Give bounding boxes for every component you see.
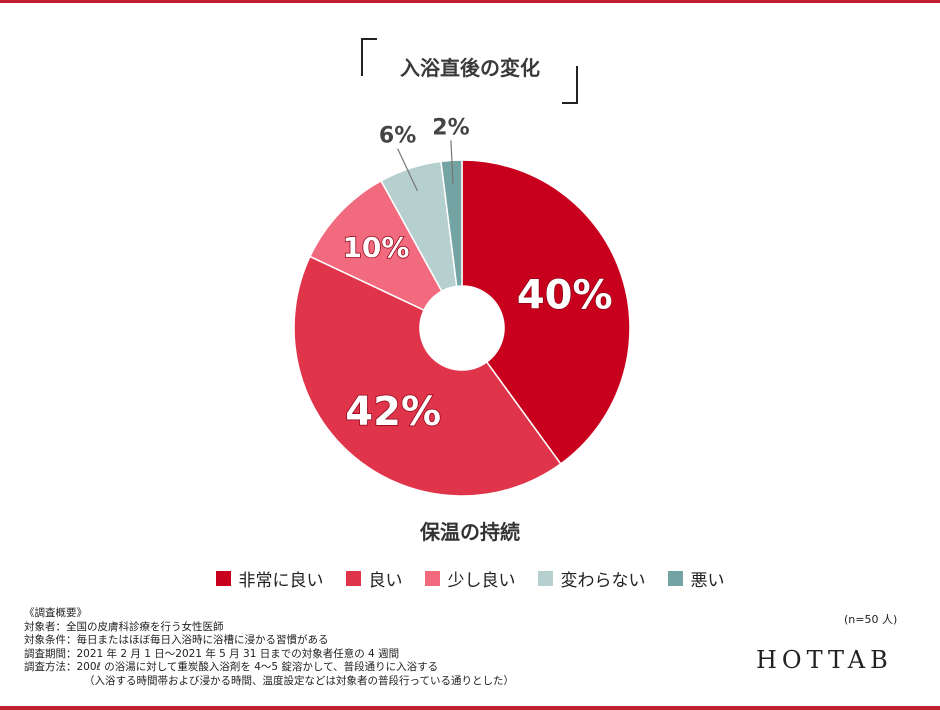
survey-summary: 《調査概要》 対象者：全国の皮膚科診療を行う女性医師 対象条件：毎日またはほぼ毎… <box>24 607 514 689</box>
legend-item-very-good: 非常に良い <box>215 566 324 591</box>
legend-label-good: 良い <box>368 571 403 591</box>
brand-logo: HOTTAB <box>756 646 893 674</box>
slice-slightly-good <box>308 179 443 312</box>
title-bracket-close <box>562 66 578 104</box>
legend-swatch-very-good <box>215 571 231 586</box>
legend-label-no-change: 変わらない <box>560 571 646 591</box>
leader-line-bad <box>450 140 454 185</box>
legend-label-very-good: 非常に良い <box>238 571 324 591</box>
survey-heading: 《調査概要》 <box>24 607 87 619</box>
slice-label-slightly-good: 10% <box>342 231 409 264</box>
legend-swatch-bad <box>667 571 683 586</box>
legend-item-no-change: 変わらない <box>537 566 646 591</box>
legend-item-good: 良い <box>345 566 403 591</box>
survey-line-method: 調査方法：200ℓ の浴湯に対して重炭酸入浴剤を 4〜5 錠溶かして、普段通りに… <box>24 661 439 674</box>
slice-label-bad: 2% <box>432 115 469 140</box>
survey-line-note: （入浴する時間帯および浸かる時間、温度設定などは対象者の普段行っている通りとした… <box>84 674 514 687</box>
legend-item-slightly-good: 少し良い <box>424 566 516 591</box>
legend-swatch-good <box>345 571 361 586</box>
legend-swatch-slightly-good <box>424 571 440 586</box>
chart-subtitle: 保温の持続 <box>420 520 520 544</box>
slice-bad <box>440 159 463 288</box>
bottom-border <box>0 706 940 710</box>
top-border <box>0 0 940 3</box>
slice-good <box>293 255 562 497</box>
donut-chart: 40% 42% 10% 6% 2% <box>293 115 631 497</box>
chart-title: 入浴直後の変化 <box>400 56 540 80</box>
legend-label-slightly-good: 少し良い <box>447 571 516 591</box>
survey-line-target: 対象者：全国の皮膚科診療を行う女性医師 <box>24 620 224 633</box>
legend-item-bad: 悪い <box>667 566 725 591</box>
slice-very-good <box>461 159 631 465</box>
slice-label-good: 42% <box>345 389 441 435</box>
survey-line-condition: 対象条件：毎日またはほぼ毎日入浴時に浴槽に浸かる習慣がある <box>24 634 329 647</box>
sample-size: (n=50 人) <box>844 613 898 626</box>
survey-line-period: 調査期間：2021 年 2 月 1 日〜2021 年 5 月 31 日までの対象… <box>24 647 400 660</box>
legend-label-bad: 悪い <box>690 571 725 591</box>
leader-line-no-change <box>397 148 419 192</box>
title-bracket-open <box>361 38 377 76</box>
legend: 非常に良い 良い 少し良い 変わらない 悪い <box>0 566 940 591</box>
legend-swatch-no-change <box>537 571 553 586</box>
slice-label-no-change: 6% <box>379 124 416 149</box>
slice-label-very-good: 40% <box>517 273 613 319</box>
